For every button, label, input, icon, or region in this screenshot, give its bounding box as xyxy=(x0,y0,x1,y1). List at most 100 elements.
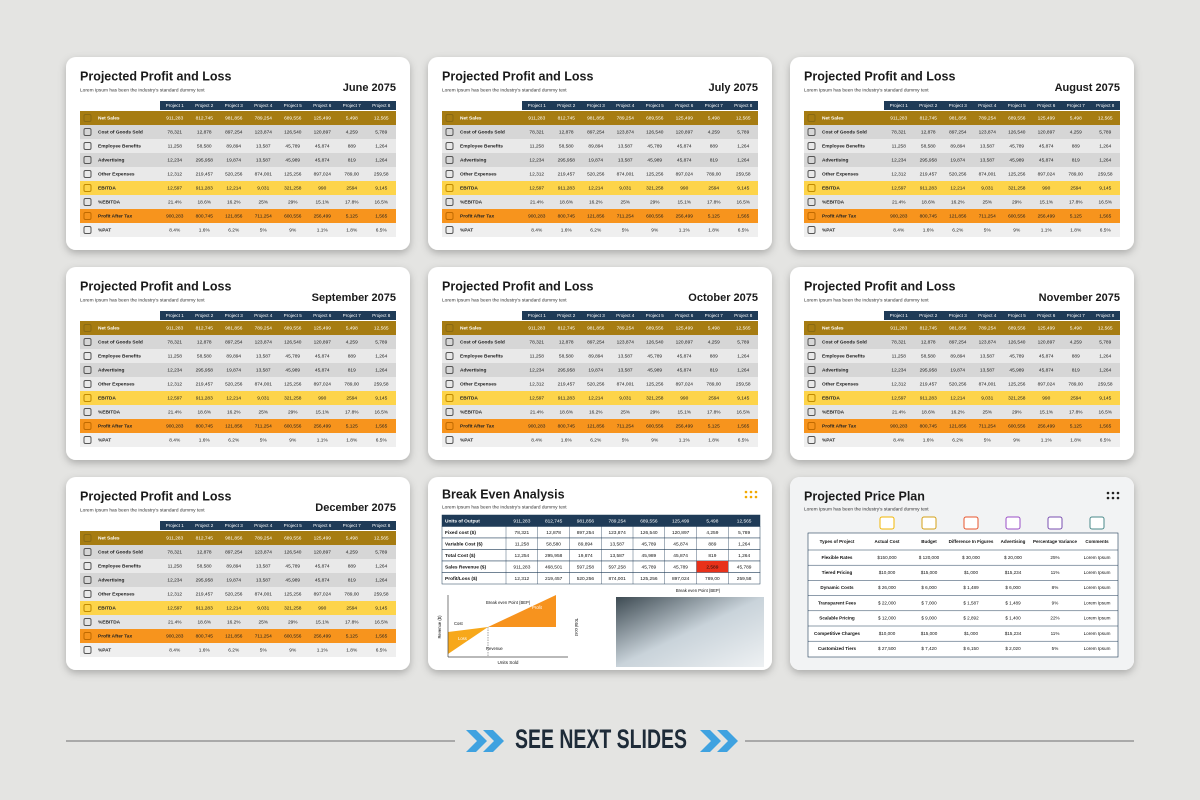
cell: 13,587 xyxy=(256,158,271,164)
cell: 120,897 xyxy=(676,340,694,346)
cell: 12,597 xyxy=(891,186,906,192)
slide-subtitle: Lorem Ipsum has been the industry's stan… xyxy=(80,507,205,513)
cell: 9,031 xyxy=(981,396,993,402)
row-icon xyxy=(445,366,454,374)
cell: 321,258 xyxy=(1008,396,1026,402)
cell: 5,125 xyxy=(346,214,358,220)
cell: 911,283 xyxy=(558,396,575,402)
column-header: Project 1 xyxy=(890,103,909,108)
cell: 12,312 xyxy=(515,576,530,582)
cell: 58,580 xyxy=(559,144,574,150)
photo xyxy=(616,597,764,667)
cell: 711,254 xyxy=(979,214,996,220)
cell: 120,897 xyxy=(314,340,332,346)
cell: 12,878 xyxy=(197,340,212,346)
cell: 29% xyxy=(1012,410,1022,416)
slide-subtitle: Lorem Ipsum has been the industry's stan… xyxy=(804,506,929,512)
row-icon xyxy=(445,114,454,122)
cell: 5% xyxy=(1052,646,1059,651)
cell: 78,321 xyxy=(529,130,544,136)
decor-dot xyxy=(1116,491,1120,495)
cell: 981,856 xyxy=(577,518,595,524)
cell: 121,856 xyxy=(587,214,605,220)
cell: 12,234 xyxy=(167,578,182,584)
row-icon xyxy=(807,156,816,164)
column-header: Project 7 xyxy=(343,313,362,318)
cell: 13,587 xyxy=(980,144,995,150)
cell: 12,234 xyxy=(529,368,544,374)
column-header: Project 7 xyxy=(343,523,362,528)
cell: 789,254 xyxy=(979,326,997,332)
cell: 789,00 xyxy=(1068,172,1083,178)
column-header: Budget xyxy=(921,539,937,544)
decor-dot xyxy=(744,490,748,494)
cell: 45,874 xyxy=(315,354,330,360)
cell: 45,989 xyxy=(1009,158,1024,164)
cell: 711,254 xyxy=(617,424,634,430)
row-label: Other Expenses xyxy=(98,592,135,598)
cell: 5,789 xyxy=(375,130,387,136)
cell: 819 xyxy=(1072,368,1080,374)
chevrons xyxy=(466,730,738,752)
cell: 17.8% xyxy=(345,410,359,416)
cell: 125,499 xyxy=(314,326,332,332)
row-label: Net Sales xyxy=(460,326,482,332)
cell: 13,587 xyxy=(610,553,625,559)
cell: 16.2% xyxy=(951,410,965,416)
cell: 123,874 xyxy=(255,550,273,556)
cell: 11% xyxy=(1051,570,1060,575)
table-row xyxy=(80,153,396,167)
cell: 819 xyxy=(708,553,716,559)
column-icon xyxy=(1047,516,1063,530)
column-header: Project 4 xyxy=(616,103,635,108)
cell: 1.1% xyxy=(679,438,691,444)
cell: 12,597 xyxy=(167,396,182,402)
slide-date: September 2075 xyxy=(312,292,396,304)
cell: 12,214 xyxy=(226,606,241,612)
cell: 259,58 xyxy=(374,172,389,178)
cell: 123,874 xyxy=(608,530,626,536)
cell: 800,745 xyxy=(196,634,214,640)
cell: $ 2,020 xyxy=(1005,646,1021,651)
table-row xyxy=(804,167,1120,181)
table-header xyxy=(160,521,396,530)
cell: 689,556 xyxy=(640,518,658,524)
cell: 45,789 xyxy=(285,564,300,570)
cell: 45,874 xyxy=(1039,354,1054,360)
table-header xyxy=(160,101,396,110)
slide-subtitle: Lorem Ipsum has been the industry's stan… xyxy=(80,87,205,93)
cell: 58,580 xyxy=(921,354,936,360)
cell: 13,587 xyxy=(256,354,271,360)
cell: 800,745 xyxy=(196,214,214,220)
cell: 9,031 xyxy=(257,186,269,192)
slide-subtitle: Lorem Ipsum has been the industry's stan… xyxy=(442,504,567,510)
cell: 911,283 xyxy=(166,326,183,332)
cell: 2594 xyxy=(708,396,719,402)
row-label: Net Sales xyxy=(98,326,120,332)
cell: 12,597 xyxy=(891,396,906,402)
cell: 45,789 xyxy=(642,541,657,547)
column-header: Project 2 xyxy=(919,313,938,318)
cell: 911,283 xyxy=(528,326,545,332)
cell: 8.4% xyxy=(893,228,905,234)
cell: 295,958 xyxy=(920,158,938,164)
cell: 5,498 xyxy=(346,536,358,542)
cell: 889 xyxy=(348,144,356,150)
column-header: Project 2 xyxy=(195,103,214,108)
cell: 9% xyxy=(1052,600,1059,605)
column-header: Project 7 xyxy=(343,103,362,108)
cell: $1,000 xyxy=(964,631,978,636)
cell: 126,540 xyxy=(1008,340,1026,346)
column-icon xyxy=(1089,516,1105,530)
row-label: Net Sales xyxy=(822,116,844,122)
column-header: Project 3 xyxy=(949,103,968,108)
row-label: Other Expenses xyxy=(822,172,859,178)
cell: 1.1% xyxy=(1041,228,1053,234)
slide: Projected Profit and Loss Lorem Ipsum has… xyxy=(790,267,1134,460)
table-row xyxy=(804,195,1120,209)
cell: 4,259 xyxy=(346,550,358,556)
cell: 900,283 xyxy=(166,634,184,640)
row-icon xyxy=(83,198,92,206)
column-header: Project 7 xyxy=(1067,313,1086,318)
cell: 219,457 xyxy=(920,172,938,178)
